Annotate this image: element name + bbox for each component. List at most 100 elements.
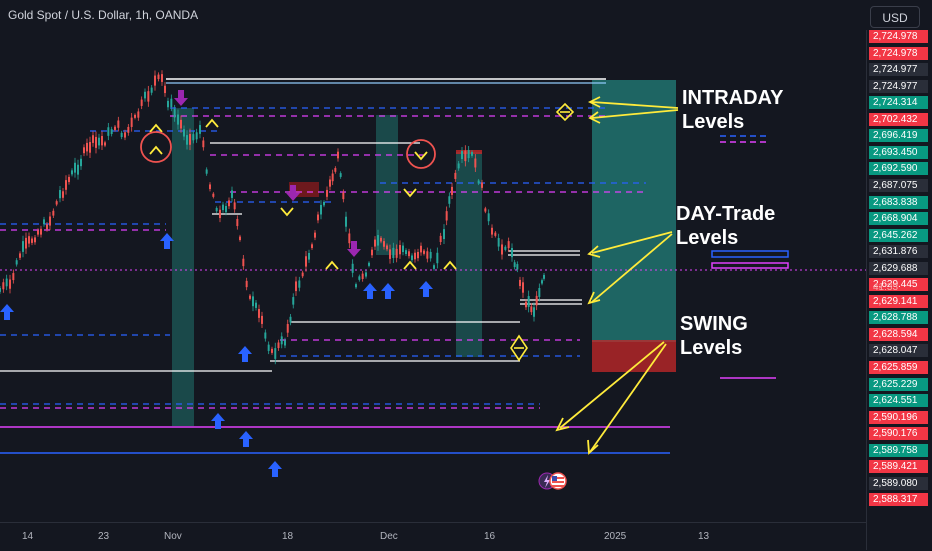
candle-body (9, 279, 11, 289)
pointer-arrowhead (588, 111, 601, 124)
candle-body (326, 189, 328, 197)
candle-body (386, 245, 388, 250)
candle-body (487, 213, 490, 222)
pointer-arrow (591, 101, 679, 109)
candle-body (55, 201, 58, 205)
down-arrow-icon (174, 90, 188, 106)
candle-body (228, 200, 230, 207)
candle-body (15, 260, 18, 265)
up-arrow-icon (363, 283, 377, 299)
candle-body (261, 315, 263, 324)
price-chart[interactable] (0, 0, 866, 522)
candle-body (543, 274, 545, 279)
candle-body (231, 190, 233, 198)
candle-body (323, 201, 325, 206)
candle-body (161, 74, 163, 82)
candle-body (533, 307, 535, 317)
candle-body (429, 251, 432, 259)
candle-body (320, 204, 322, 215)
price-label: 2,625.229 (869, 377, 928, 391)
candle-body (104, 142, 106, 146)
candle-body (414, 252, 416, 260)
candle-body (186, 135, 188, 145)
candle-body (345, 216, 347, 227)
highlight-zone (456, 152, 482, 357)
candle-body (117, 120, 120, 128)
countdown-label: 41:33 (873, 282, 899, 293)
candle-body (448, 196, 451, 204)
candle-body (183, 129, 185, 137)
highlight-circle (140, 131, 172, 163)
price-label: 2,589.080 (869, 476, 928, 490)
highlight-zone (376, 115, 398, 255)
price-label: 2,589.758 (869, 443, 928, 457)
candle-body (284, 340, 286, 346)
candle-body (219, 209, 221, 219)
pointer-arrow (559, 341, 665, 429)
candle-body (195, 132, 198, 140)
price-label: 2,625.859 (869, 361, 928, 374)
target-zone (592, 80, 676, 342)
candle-body (34, 237, 36, 243)
candle-body (295, 281, 297, 292)
candle-body (467, 150, 470, 159)
candle-body (192, 134, 195, 141)
candle-body (271, 348, 273, 353)
diamond-marker-icon (510, 334, 528, 362)
candle-body (236, 218, 239, 227)
candle-body (77, 164, 79, 175)
candle-body (339, 173, 342, 177)
candle-body (399, 245, 401, 255)
price-label: 2,629.688 (869, 261, 928, 275)
candle-body (408, 251, 410, 257)
up-arrow-icon (419, 281, 433, 297)
candle-body (436, 252, 439, 264)
candle-body (355, 284, 357, 288)
down-arrow-icon (286, 185, 300, 201)
candle-body (420, 245, 422, 253)
price-label: 2,590.176 (869, 427, 928, 441)
candle-body (173, 109, 176, 118)
up-arrow-icon (239, 431, 253, 447)
candle-body (252, 296, 254, 307)
down-chevron-icon (403, 188, 417, 198)
time-tick-label: 16 (484, 531, 496, 542)
candle-body (464, 150, 467, 162)
down-arrow-icon (347, 241, 361, 257)
price-label: 2,624.551 (869, 394, 928, 408)
candle-body (239, 236, 241, 241)
candle-body (377, 235, 379, 246)
candle-body (484, 208, 487, 212)
candle-body (114, 126, 116, 130)
signal-markers (0, 90, 457, 477)
up-chevron-icon (205, 118, 219, 128)
currency-button[interactable]: USD (870, 6, 920, 28)
candle-body (189, 134, 191, 145)
flag-us-icon (549, 472, 567, 490)
price-label: 2,687.075 (869, 178, 928, 192)
annotation-daytrade: DAY-Trade Levels (676, 203, 776, 249)
candle-body (491, 227, 493, 235)
candle-body (40, 228, 42, 235)
candle-body (402, 245, 404, 253)
time-tick-label: 23 (98, 531, 110, 542)
candle-body (215, 207, 218, 212)
candle-body (337, 151, 339, 159)
candle-body (383, 241, 385, 247)
candle-body (95, 136, 97, 148)
time-axis[interactable] (0, 522, 866, 551)
highlight-zone (172, 108, 194, 426)
candle-body (522, 282, 524, 293)
candle-body (31, 238, 33, 243)
up-chevron-icon (149, 145, 163, 155)
candle-body (74, 162, 76, 173)
candle-body (52, 210, 55, 216)
pointer-arrow (591, 231, 673, 254)
candle-body (380, 237, 382, 242)
price-label: 2,629.445 (869, 278, 928, 292)
candle-body (120, 132, 123, 138)
time-tick-label: 14 (22, 531, 34, 542)
candle-body (68, 176, 70, 183)
candle-body (264, 332, 267, 339)
